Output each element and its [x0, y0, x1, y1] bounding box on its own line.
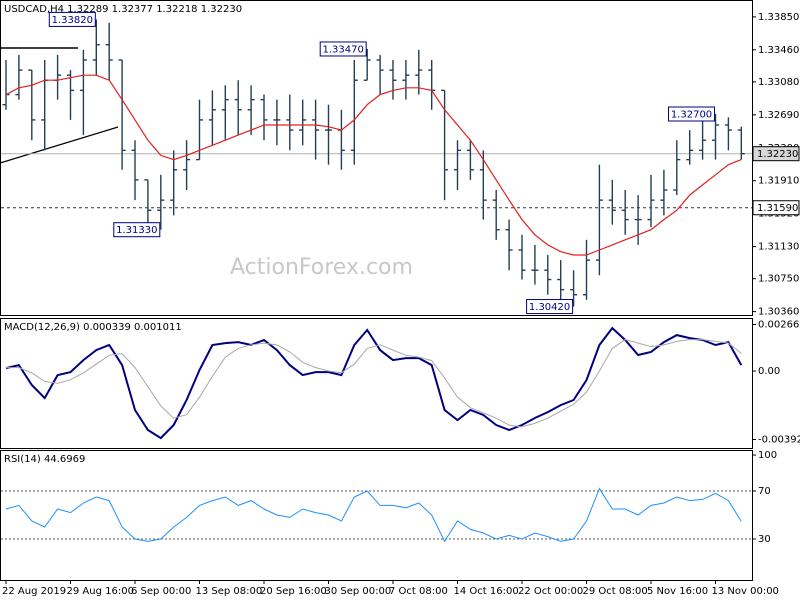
x-tick-label: 20 Sep 16:00 — [260, 586, 327, 597]
y-tick-label: 1.32690 — [758, 110, 799, 121]
watermark: ActionForex.com — [230, 255, 413, 280]
y-tick-label: 0.002667 — [758, 320, 800, 331]
price-annotation: 1.33820 — [52, 15, 93, 26]
y-tick-label: 0.00 — [758, 366, 780, 377]
x-tick-label: 13 Sep 08:00 — [196, 586, 263, 597]
y-tick-label: 100 — [758, 450, 777, 461]
x-tick-label: 6 Sep 00:00 — [131, 586, 191, 597]
price-annotation: 1.32700 — [671, 110, 712, 121]
x-tick-label: 30 Sep 00:00 — [325, 586, 392, 597]
indicator-line — [5, 326, 743, 440]
price-annotation-box — [319, 41, 367, 57]
x-tick-label: 13 Nov 00:00 — [712, 586, 779, 597]
indicator-line — [6, 339, 742, 428]
price-annotation-box — [526, 299, 574, 315]
price-annotation-box — [668, 106, 715, 122]
x-tick-label: 29 Aug 16:00 — [67, 586, 134, 597]
x-tick-label: 7 Oct 08:00 — [389, 586, 448, 597]
current-price-box — [752, 146, 800, 162]
y-tick-label: -0.003922 — [758, 434, 800, 445]
panel-title: RSI(14) 44.6969 — [4, 454, 85, 465]
trend-line — [0, 126, 119, 164]
price-annotation-box — [48, 11, 96, 27]
x-tick-label: 29 Oct 08:00 — [583, 586, 648, 597]
panel-title: USDCAD,H4 1.32289 1.32377 1.32218 1.3223… — [4, 4, 242, 15]
y-tick-label: 1.30360 — [758, 307, 799, 318]
support-label-box — [752, 200, 800, 216]
panel-frame — [0, 450, 753, 581]
x-tick-label: 22 Aug 2019 — [2, 586, 66, 597]
moving-average — [5, 74, 742, 256]
y-tick-label: 30 — [758, 534, 771, 545]
y-tick-label: 1.33080 — [758, 77, 799, 88]
price-annotation: 1.31330 — [116, 225, 157, 236]
x-tick-label: 22 Oct 00:00 — [518, 586, 583, 597]
price-annotation: 1.33470 — [323, 44, 364, 55]
panel-frame — [0, 318, 753, 449]
y-tick-label: 1.31910 — [758, 176, 799, 187]
x-tick-label: 14 Oct 16:00 — [454, 586, 519, 597]
y-tick-label: 1.30750 — [758, 274, 799, 285]
price-annotation-box — [113, 222, 161, 238]
indicator-line — [5, 487, 742, 543]
panel-title: MACD(12,26,9) 0.000339 0.001011 — [4, 322, 182, 333]
y-tick-label: 70 — [758, 486, 771, 497]
price-annotation: 1.30420 — [529, 302, 570, 313]
x-tick-label: 5 Nov 16:00 — [647, 586, 708, 597]
y-tick-label: 1.33460 — [758, 45, 799, 56]
support-label: 1.31590 — [757, 203, 798, 214]
y-tick-label: 1.31130 — [758, 242, 799, 253]
y-tick-label: 1.33850 — [758, 12, 799, 23]
current-price-label: 1.32230 — [757, 149, 798, 160]
